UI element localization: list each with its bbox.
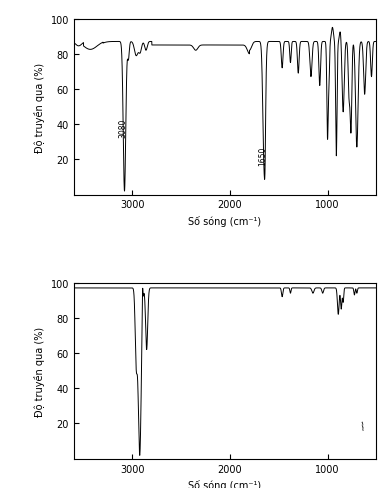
X-axis label: Số sóng (cm⁻¹): Số sóng (cm⁻¹): [189, 216, 262, 226]
Y-axis label: Độ truyền qua (%): Độ truyền qua (%): [34, 326, 45, 416]
Text: 3080: 3080: [118, 118, 127, 137]
Text: /: /: [359, 420, 366, 430]
Y-axis label: Độ truyền qua (%): Độ truyền qua (%): [34, 62, 45, 152]
X-axis label: Số sóng (cm⁻¹): Số sóng (cm⁻¹): [189, 479, 262, 488]
Text: 1650: 1650: [258, 146, 267, 165]
